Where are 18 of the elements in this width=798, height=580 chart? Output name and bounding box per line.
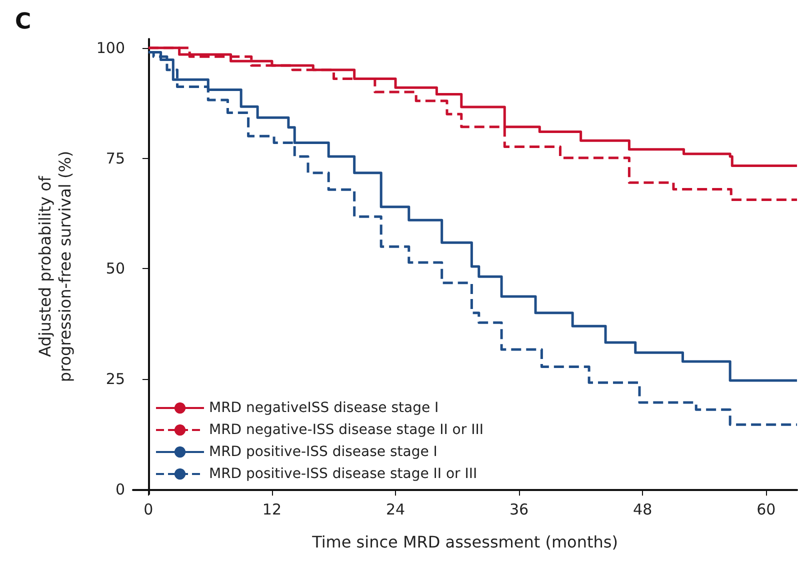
chart-title: C <box>15 10 32 34</box>
x-tick-label: 36 <box>510 500 529 518</box>
x-tick-label: 0 <box>144 500 154 518</box>
y-tick-label: 100 <box>96 38 125 57</box>
x-axis-title: Time since MRD assessment (months) <box>311 532 618 552</box>
y-tick-label: 75 <box>106 149 125 168</box>
legend-label: MRD positive-ISS disease stage I <box>209 444 438 460</box>
legend-label: MRD positive-ISS disease stage II or III <box>209 466 478 482</box>
x-tick-label: 48 <box>633 500 652 518</box>
x-tick-label: 24 <box>386 500 406 518</box>
x-tick-label: 12 <box>262 500 282 518</box>
legend-label: MRD negativeISS disease stage I <box>209 400 439 416</box>
y-tick-label: 0 <box>115 480 125 499</box>
x-tick-label: 60 <box>756 500 776 518</box>
y-axis-title: Adjusted probability of progression-free survival (%) <box>36 150 74 382</box>
legend-label: MRD negative-ISS disease stage II or III <box>209 422 484 438</box>
y-tick-label: 50 <box>106 260 125 278</box>
y-tick-label: 25 <box>106 370 125 388</box>
